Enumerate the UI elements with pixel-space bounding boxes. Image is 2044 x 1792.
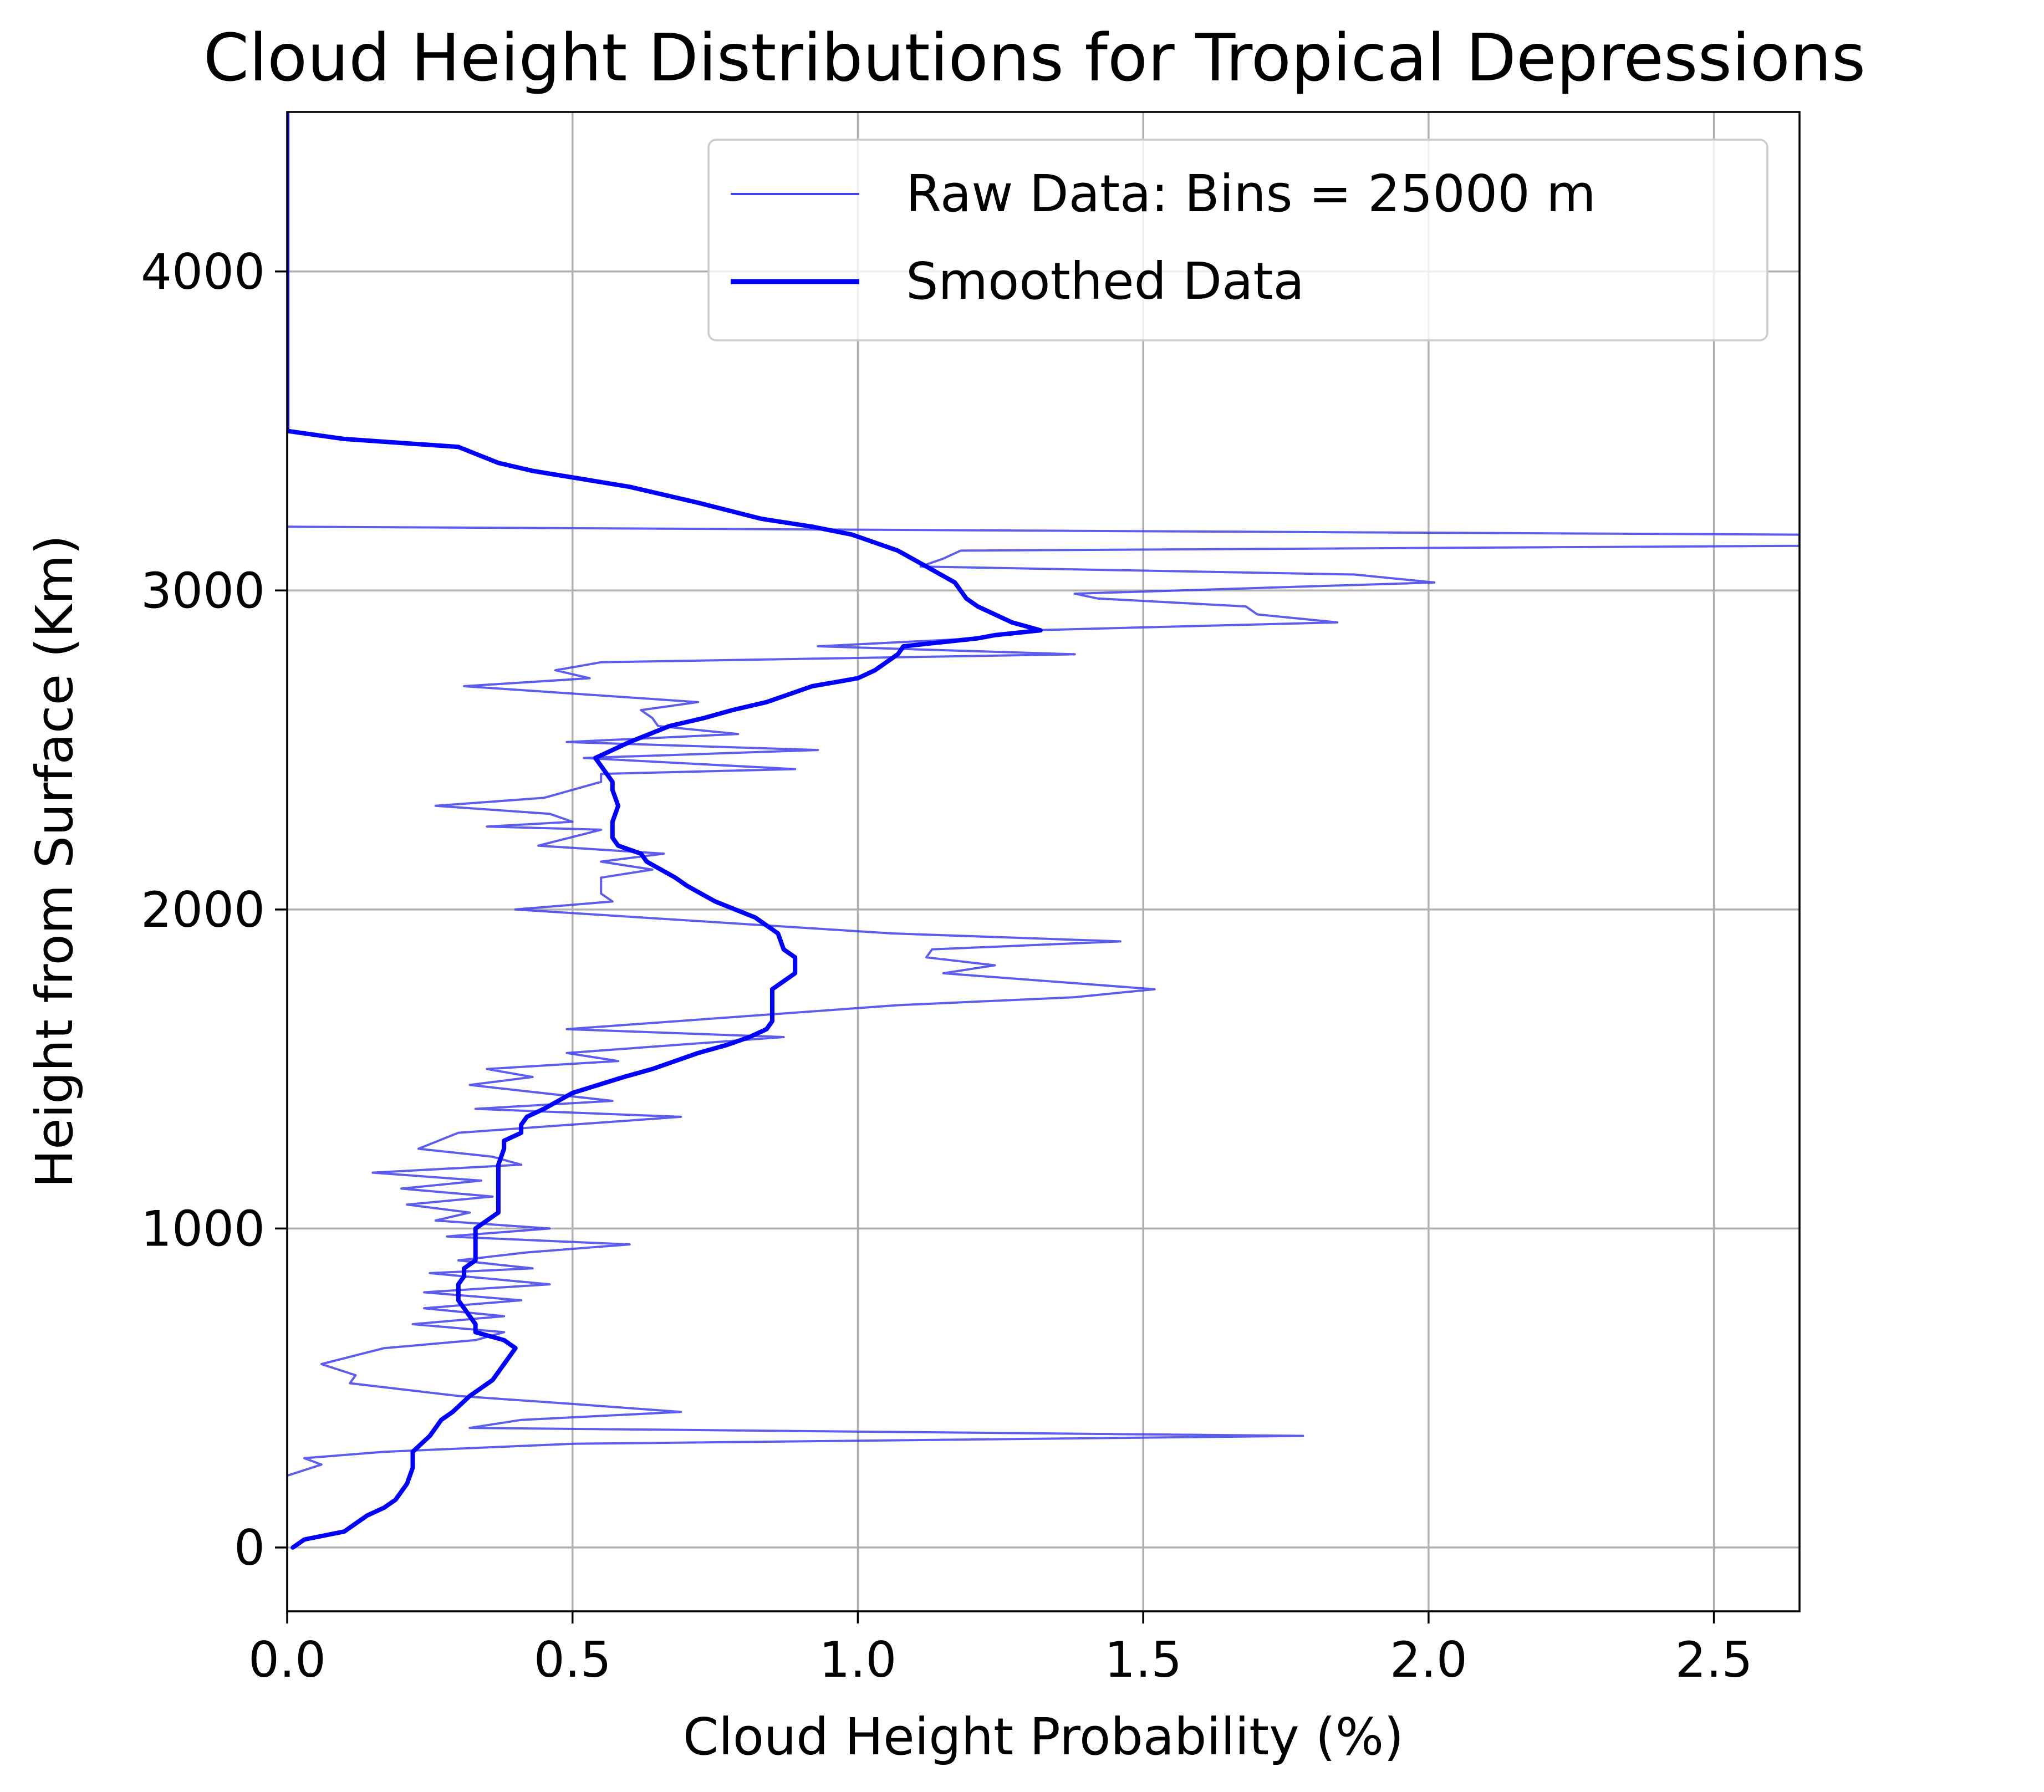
x-axis: 0.0 0.5 1.0 1.5 2.0 2.5: [248, 1611, 1753, 1688]
y-axis: 0 1000 2000 3000 4000: [141, 243, 287, 1576]
y-tick-label: 3000: [141, 562, 265, 619]
chart-title: Cloud Height Distributions for Tropical …: [203, 19, 1865, 96]
legend-label-raw: Raw Data: Bins = 25000 m: [906, 164, 1596, 223]
x-tick-label: 2.0: [1390, 1631, 1467, 1688]
y-tick-label: 4000: [141, 243, 265, 300]
series-layer: [287, 112, 1800, 1550]
legend: Raw Data: Bins = 25000 m Smoothed Data: [707, 139, 1768, 341]
x-tick-label: 1.5: [1104, 1631, 1182, 1688]
x-axis-label: Cloud Height Probability (%): [683, 1707, 1404, 1767]
x-tick-label: 0.0: [248, 1631, 326, 1688]
y-axis-label: Height from Surface (Km): [25, 535, 84, 1188]
y-tick-label: 1000: [141, 1200, 265, 1257]
y-tick-label: 2000: [141, 881, 265, 938]
x-tick-label: 0.5: [534, 1631, 611, 1688]
legend-label-smoothed: Smoothed Data: [906, 252, 1304, 311]
plot-frame: [286, 111, 1801, 1612]
x-tick-label: 1.0: [819, 1631, 896, 1688]
y-tick-label: 0: [234, 1519, 265, 1576]
legend-box: [707, 139, 1768, 341]
x-tick-label: 2.5: [1675, 1631, 1753, 1688]
smoothed-data-line: [287, 112, 1043, 1550]
raw-data-line: [287, 525, 1800, 1477]
